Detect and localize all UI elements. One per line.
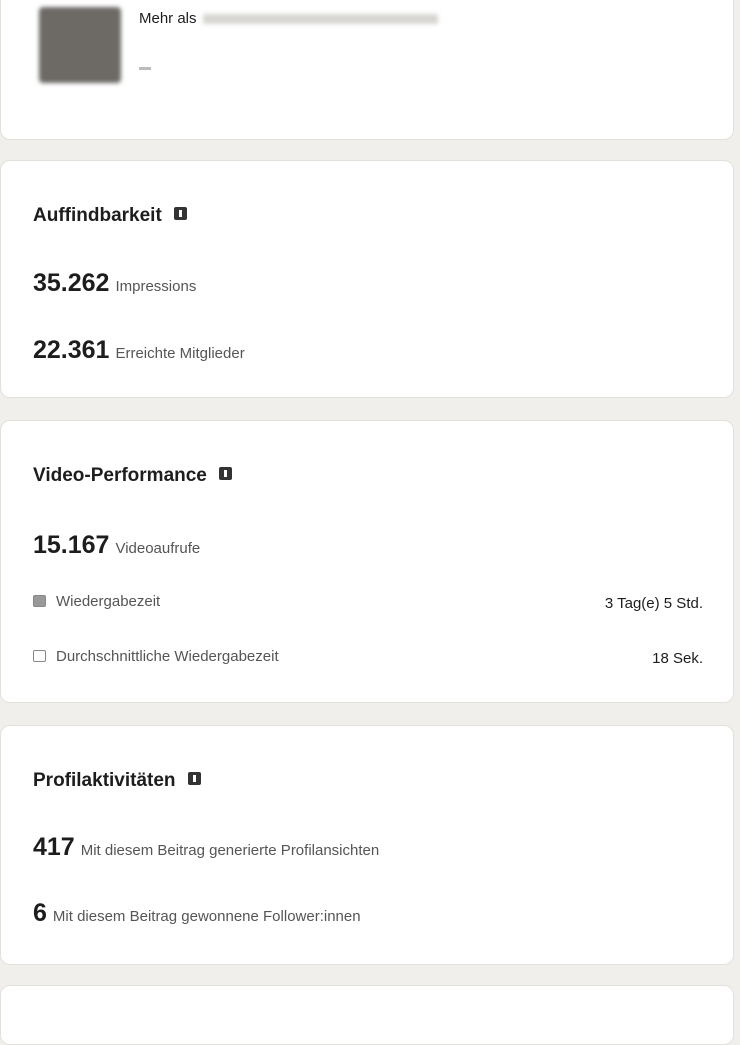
clock-icon <box>33 650 46 662</box>
post-text: Mehr als <box>139 10 438 27</box>
blurred-text <box>139 67 151 70</box>
row-label: Wiedergabezeit <box>56 593 161 610</box>
section-title: Auffindbarkeit <box>33 205 187 227</box>
metric-value: 15.167 <box>33 531 110 559</box>
post-text-start: Mehr als <box>139 10 197 27</box>
title-text: Video-Performance <box>33 465 207 486</box>
metric: 35.262 Impressions <box>33 269 196 298</box>
row-label: Durchschnittliche Wiedergabezeit <box>56 648 279 665</box>
metric: 417 Mit diesem Beitrag generierte Profila… <box>33 833 379 862</box>
metric: 15.167 Videoaufrufe <box>33 531 200 560</box>
play-icon <box>33 595 46 607</box>
section-card: Video-Performance 15.167 Videoaufrufe Wie… <box>0 420 734 703</box>
section-title: Profilaktivitäten <box>33 770 201 792</box>
title-text: Auffindbarkeit <box>33 205 162 226</box>
post-thumbnail[interactable] <box>39 7 121 83</box>
section-title: Video-Performance <box>33 465 232 487</box>
section-card: Auffindbarkeit 35.262 Impressions 22.361 E… <box>0 160 734 398</box>
title-text: Profilaktivitäten <box>33 770 176 791</box>
detail-row: Wiedergabezeit <box>33 593 160 610</box>
metric-value: 6 <box>33 899 47 927</box>
info-icon[interactable] <box>173 207 187 220</box>
row-value: 18 Sek. <box>652 650 703 667</box>
metric-label: Mit diesem Beitrag generierte Profilansi… <box>80 842 380 859</box>
metric: 22.361 Erreichte Mitglieder <box>33 336 245 365</box>
metric-value: 417 <box>33 833 75 861</box>
metric-label: Mit diesem Beitrag gewonnene Follower:in… <box>52 908 361 925</box>
row-value: 3 Tag(e) 5 Std. <box>604 595 703 612</box>
metric-label: Videoaufrufe <box>115 540 201 557</box>
metric: 6 Mit diesem Beitrag gewonnene Follower:i… <box>33 899 361 928</box>
blurred-text <box>202 14 438 25</box>
metric-value: 22.361 <box>33 336 110 364</box>
post-card: Mehr als <box>0 0 734 140</box>
metric-value: 35.262 <box>33 269 110 297</box>
detail-row: Durchschnittliche Wiedergabezeit <box>33 648 279 665</box>
metric-label: Impressions <box>115 278 197 295</box>
section-card: Profilaktivitäten 417 Mit diesem Beitrag … <box>0 725 734 965</box>
metric-label: Erreichte Mitglieder <box>115 345 245 362</box>
info-icon[interactable] <box>218 467 232 480</box>
section-card <box>0 985 734 1045</box>
info-icon[interactable] <box>187 772 201 785</box>
